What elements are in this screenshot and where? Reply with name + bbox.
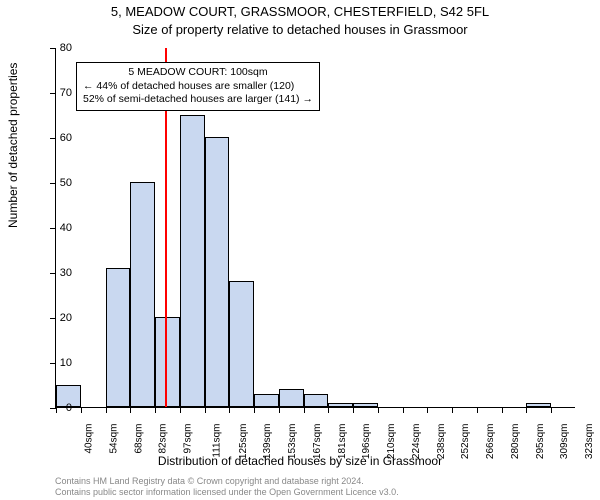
histogram-bar <box>353 403 378 408</box>
y-tick-label: 10 <box>42 357 72 369</box>
credits-line1: Contains HM Land Registry data © Crown c… <box>55 476 399 487</box>
x-tick-label: 97sqm <box>183 424 194 454</box>
x-tick <box>229 407 230 413</box>
x-tick <box>526 407 527 413</box>
x-tick <box>106 407 107 413</box>
x-tick <box>551 407 552 413</box>
histogram-bar <box>205 137 230 407</box>
x-tick-label: 111sqm <box>211 424 222 458</box>
histogram-bar <box>180 115 205 408</box>
x-tick <box>304 407 305 413</box>
x-tick-label: 40sqm <box>84 424 95 454</box>
histogram-bar <box>254 394 279 408</box>
x-tick <box>205 407 206 413</box>
histogram-bar <box>304 394 329 408</box>
x-tick <box>155 407 156 413</box>
x-tick <box>502 407 503 413</box>
histogram-bar <box>130 182 155 407</box>
x-tick <box>477 407 478 413</box>
x-tick <box>279 407 280 413</box>
x-tick <box>81 407 82 413</box>
x-tick <box>403 407 404 413</box>
x-axis-label: Distribution of detached houses by size … <box>0 454 600 468</box>
chart-subtitle: Size of property relative to detached ho… <box>0 22 600 37</box>
x-tick <box>328 407 329 413</box>
y-tick-label: 80 <box>42 42 72 54</box>
y-tick-label: 20 <box>42 312 72 324</box>
histogram-bar <box>106 268 131 408</box>
x-tick-label: 82sqm <box>158 424 169 454</box>
credits-block: Contains HM Land Registry data © Crown c… <box>55 476 399 499</box>
callout-line2: ← 44% of detached houses are smaller (12… <box>83 80 313 94</box>
x-tick <box>427 407 428 413</box>
callout-line1: 5 MEADOW COURT: 100sqm <box>83 66 313 80</box>
callout-line3: 52% of semi-detached houses are larger (… <box>83 93 313 107</box>
y-tick-label: 0 <box>42 402 72 414</box>
histogram-bar <box>229 281 254 407</box>
x-tick <box>378 407 379 413</box>
x-tick <box>130 407 131 413</box>
histogram-bar <box>328 403 353 408</box>
histogram-bar <box>526 403 551 408</box>
y-tick-label: 50 <box>42 177 72 189</box>
x-tick <box>452 407 453 413</box>
y-tick-label: 70 <box>42 87 72 99</box>
info-callout-box: 5 MEADOW COURT: 100sqm ← 44% of detached… <box>76 62 320 111</box>
y-tick-label: 30 <box>42 267 72 279</box>
x-tick <box>254 407 255 413</box>
x-tick <box>353 407 354 413</box>
chart-root: 5, MEADOW COURT, GRASSMOOR, CHESTERFIELD… <box>0 0 600 500</box>
y-tick-label: 60 <box>42 132 72 144</box>
histogram-bar <box>155 317 180 407</box>
x-tick-label: 54sqm <box>108 424 119 454</box>
x-tick-label: 68sqm <box>133 424 144 454</box>
y-tick-label: 40 <box>42 222 72 234</box>
x-tick <box>180 407 181 413</box>
chart-title-address: 5, MEADOW COURT, GRASSMOOR, CHESTERFIELD… <box>0 4 600 19</box>
histogram-bar <box>279 389 304 407</box>
credits-line2: Contains public sector information licen… <box>55 487 399 498</box>
y-axis-label: Number of detached properties <box>6 63 20 228</box>
